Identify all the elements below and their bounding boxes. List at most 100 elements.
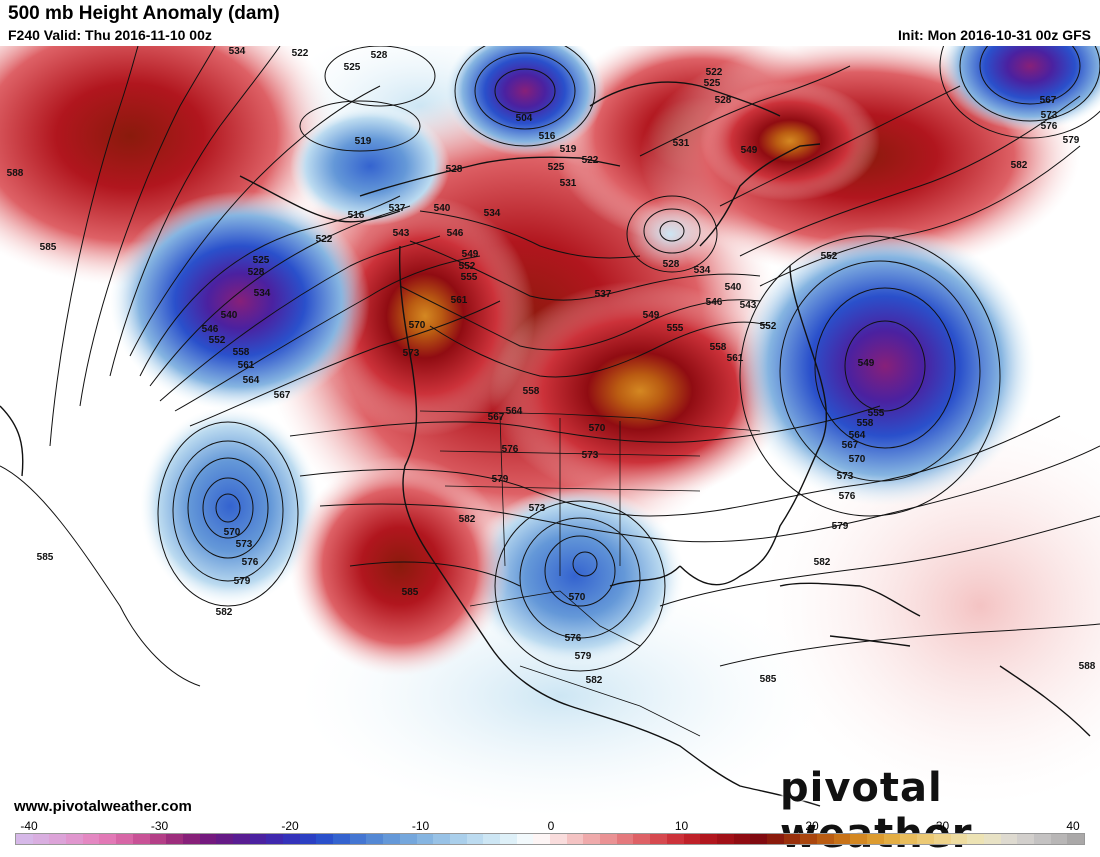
contour-label: 567 [274,390,291,401]
colorbar-swatch [933,834,951,844]
colorbar-swatch [216,834,233,844]
contour-label: 573 [837,471,854,482]
contour-label: 525 [253,255,270,266]
contour-label: 534 [229,46,246,57]
colorbar-swatch [1067,834,1084,844]
contour-label: 534 [694,265,711,276]
colorbar-swatch [1000,834,1018,844]
colorbar-swatch [232,834,250,844]
contour-label: 546 [706,297,723,308]
contour-label: 585 [402,587,419,598]
colorbar-swatch [116,834,133,844]
colorbar-swatch [1050,834,1068,844]
height-contours [0,46,1100,687]
colorbar-swatch [750,834,767,844]
contour-label: 573 [403,348,420,359]
colorbar-swatch [833,834,851,844]
colorbar-swatch [316,834,334,844]
colorbar-swatch [349,834,367,844]
colorbar-swatch [466,834,484,844]
contour-label: 555 [667,323,684,334]
colorbar-swatch [16,834,33,844]
contour-label: 546 [447,228,464,239]
contour-label: 549 [741,145,758,156]
contour-label: 567 [842,440,859,451]
contour-label: 522 [292,48,309,59]
contour-label: 579 [234,576,251,587]
contour-label: 555 [461,272,478,283]
contour-label: 528 [248,267,265,278]
contour-label: 522 [316,234,333,245]
contour-label: 570 [224,527,241,538]
colorbar-tick-label: 10 [674,819,689,833]
contour-label: 552 [821,251,838,262]
colorbar-swatch [600,834,617,844]
colorbar-swatch [499,834,517,844]
contour-label: 576 [839,491,856,502]
contour-label: 558 [710,342,727,353]
colorbar-swatch [533,834,550,844]
anomaly-map: 534 522 528 525 504 519 516 519 522 525 528 531 522 5… [0,46,1100,818]
contour-label: 558 [233,347,250,358]
colorbar-tick-label: 20 [805,819,819,833]
contour-label: 570 [569,592,586,603]
colorbar-swatch [566,834,584,844]
colorbar-swatch [99,834,117,844]
contour-label: 528 [371,50,388,61]
colorbar-tick-label: -20 [281,819,299,833]
contour-label: 573 [1041,110,1058,121]
contour-label: 528 [715,95,732,106]
map-header: 500 mb Height Anomaly (dam) F240 Valid: … [0,0,1100,46]
contour-label: 582 [459,514,476,525]
colorbar-swatch [950,834,968,844]
contour-label: 516 [348,210,365,221]
colorbar-swatch [132,834,150,844]
colorbar-tick-label: -40 [20,819,38,833]
contour-label: 522 [582,155,599,166]
site-url: www.pivotalweather.com [14,798,192,815]
contour-label: 579 [575,651,592,662]
contour-label: 564 [506,406,523,417]
contour-label: 579 [492,474,509,485]
colorbar-tick-label: 40 [1066,819,1080,833]
contour-label: 582 [1011,160,1028,171]
colorbar-swatch [182,834,200,844]
colorbar-swatch [32,834,50,844]
contour-label: 573 [529,503,546,514]
contour-label: 525 [704,78,721,89]
contour-label: 582 [814,557,831,568]
contour-label: 573 [582,450,599,461]
colorbar-tick-label: -10 [411,819,430,833]
contour-label: 516 [539,131,556,142]
colorbar-swatch [49,834,67,844]
contour-label: 537 [389,203,406,214]
colorbar-swatch [783,834,801,844]
contour-label: 567 [1040,95,1057,106]
contour-label: 561 [451,295,468,306]
colorbar-swatch [449,834,467,844]
colorbar-swatch [283,834,300,844]
colorbar-tick-label: 30 [935,819,950,833]
contour-label: 558 [857,418,874,429]
colorbar-swatch [416,834,434,844]
colorbar-swatch [383,834,400,844]
colorbar-swatch [82,834,100,844]
contour-label: 576 [1041,121,1058,132]
contour-label: 552 [760,321,777,332]
colorbar-swatch [550,834,567,844]
contour-label: 579 [1063,135,1080,146]
contour-label: 534 [254,288,271,299]
colorbar-tick-label: -30 [150,819,169,833]
contour-label: 549 [462,249,479,260]
contour-label: 531 [673,138,690,149]
political-borders [419,410,761,737]
map-title: 500 mb Height Anomaly (dam) [8,3,280,24]
anomaly-colorbar [15,833,1085,845]
init-time: Init: Mon 2016-10-31 00z GFS [898,27,1091,43]
contour-label: 519 [560,144,577,155]
contour-label: 585 [760,674,777,685]
contour-label: 528 [663,259,680,270]
contour-label: 582 [586,675,603,686]
contour-label: 588 [1079,661,1096,672]
colorbar-swatch [967,834,984,844]
